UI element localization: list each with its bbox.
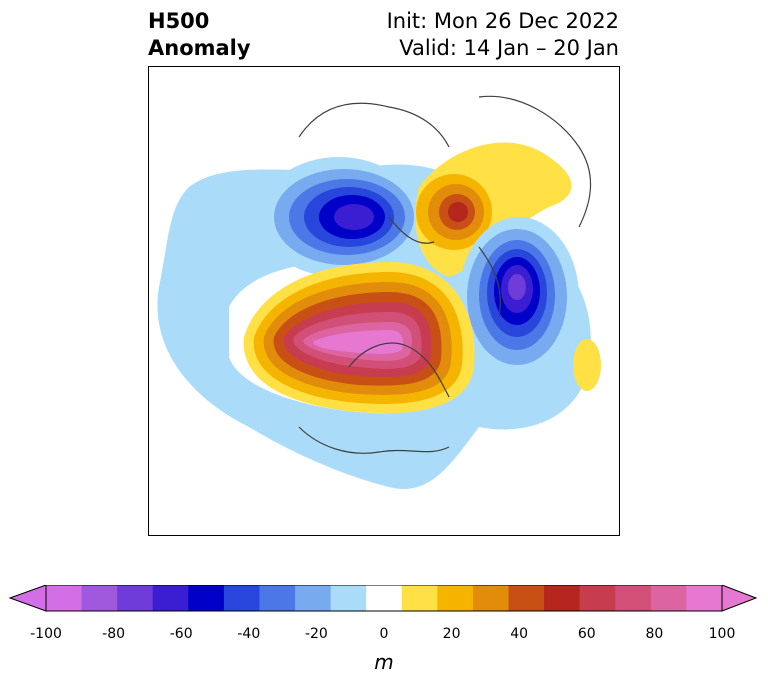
cb-extend-low: [8, 585, 47, 612]
colorbar-cell: [437, 585, 474, 611]
cb-extend-high: [721, 585, 758, 612]
cb-outline: [45, 585, 723, 612]
ridge-small: [573, 339, 601, 391]
colorbar-cell: [544, 585, 581, 611]
colorbar-cell: [46, 585, 83, 611]
colorbar-cell: [366, 585, 403, 611]
colorbar-cell: [401, 585, 438, 611]
map-panel: [148, 66, 620, 536]
colorbar-tick-label: 20: [442, 626, 461, 642]
colorbar-cell: [259, 585, 296, 611]
colorbar-cell: [295, 585, 332, 611]
title-field: H500: [148, 9, 210, 33]
title-left: H500 Anomaly: [148, 8, 251, 62]
colorbar-unit: m: [374, 650, 394, 674]
colorbar-cell: [330, 585, 367, 611]
colorbar-tick-label: 60: [577, 626, 596, 642]
colorbar-tick-label: 80: [645, 626, 664, 642]
colorbar-cell: [650, 585, 687, 611]
ridge-europe: [415, 142, 572, 277]
colorbar-cell: [579, 585, 616, 611]
colorbar-cell: [152, 585, 189, 611]
colorbar-tick-label: -80: [102, 626, 126, 642]
trough-lower: [289, 417, 457, 467]
ridge-arctic: [243, 262, 475, 414]
colorbar-tick-label: 0: [379, 626, 389, 642]
valid-range: Valid: 14 Jan – 20 Jan: [399, 36, 619, 60]
colorbar-cell: [686, 585, 723, 611]
trough-pacific: [259, 157, 419, 277]
title-right: Init: Mon 26 Dec 2022 Valid: 14 Jan – 20…: [387, 8, 619, 62]
title-anomaly: Anomaly: [148, 36, 251, 60]
colorbar-cell: [117, 585, 154, 611]
colorbar-tick-label: -20: [304, 626, 328, 642]
colorbar-tick-label: 40: [510, 626, 529, 642]
colorbar-tick-label: -100: [30, 626, 62, 642]
colorbar-tick-label: 100: [708, 626, 736, 642]
colorbar-tick-label: -60: [169, 626, 193, 642]
colorbar-cell: [508, 585, 545, 611]
anomaly-map: [157, 95, 601, 489]
colorbar-tick-label: -40: [237, 626, 261, 642]
colorbar: [8, 585, 758, 612]
colorbar-cell: [472, 585, 510, 611]
colorbar-cell: [188, 585, 225, 611]
trough-asia: [459, 217, 579, 377]
colorbar-cell: [615, 585, 652, 611]
colorbar-cell: [223, 585, 260, 611]
coastlines: [298, 95, 592, 454]
init-date: Init: Mon 26 Dec 2022: [386, 9, 619, 33]
colorbar-cell: [81, 585, 118, 611]
